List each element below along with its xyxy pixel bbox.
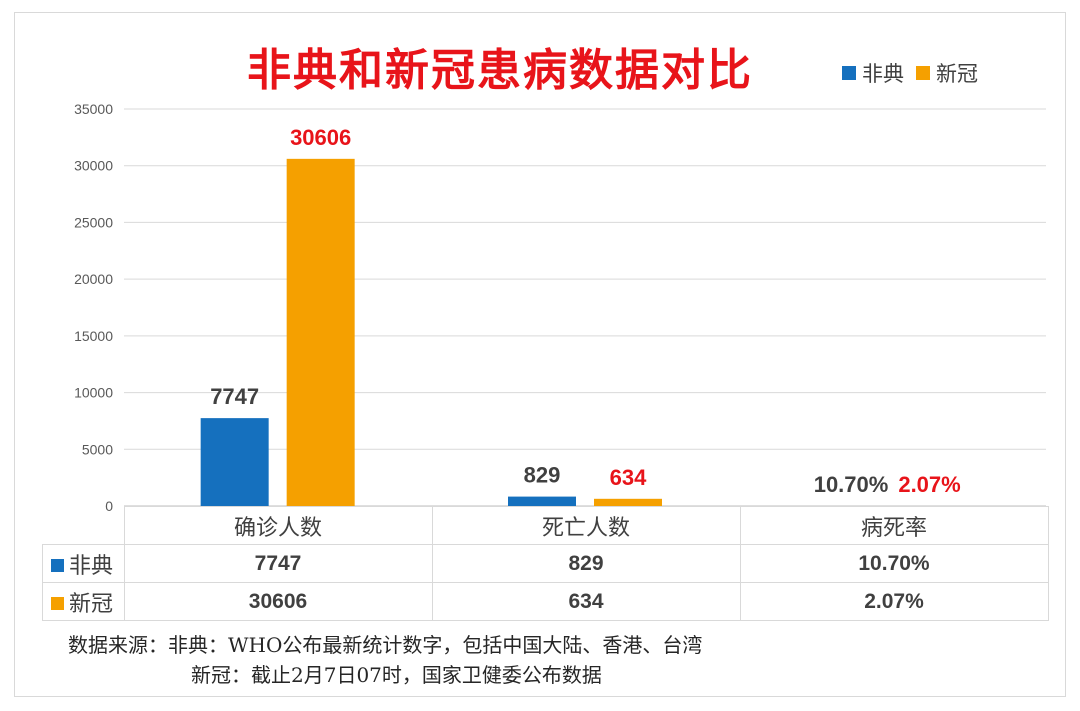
y-tick-label: 25000 xyxy=(74,214,113,230)
data-label-covid: 2.07% xyxy=(898,472,960,497)
source-line-2: 新冠：截止2月7日07时，国家卫健委公布数据 xyxy=(191,663,602,687)
y-tick-label: 30000 xyxy=(74,158,113,174)
data-label-covid: 30606 xyxy=(290,125,351,150)
table-corner-cell xyxy=(42,506,125,545)
data-source-note: 数据来源：非典：WHO公布最新统计数字，包括中国大陆、香港、台湾 新冠：截止2月… xyxy=(68,630,702,690)
bar-sars xyxy=(508,496,576,506)
table-row-name-covid: 新冠 xyxy=(69,591,114,617)
y-tick-label: 0 xyxy=(105,498,113,514)
table-header-deaths: 死亡人数 xyxy=(431,506,741,545)
legend-swatch-covid xyxy=(916,66,930,80)
table-row-name-sars: 非典 xyxy=(69,553,114,579)
data-table: 确诊人数 死亡人数 病死率 非典 7747 829 10.70% 新冠 3060… xyxy=(42,506,1049,621)
data-label-sars: 7747 xyxy=(210,384,259,409)
table-cell: 2.07% xyxy=(739,582,1049,621)
data-label-covid: 634 xyxy=(610,465,647,490)
table-swatch-sars xyxy=(51,558,64,572)
legend-item-sars: 非典 xyxy=(842,58,904,88)
chart-title: 非典和新冠患病数据对比 xyxy=(247,45,753,96)
table-cell: 10.70% xyxy=(739,544,1049,583)
y-tick-label: 15000 xyxy=(74,328,113,344)
source-line-1: 数据来源：非典：WHO公布最新统计数字，包括中国大陆、香港、台湾 xyxy=(68,633,703,657)
bar-covid xyxy=(286,158,355,506)
table-swatch-covid xyxy=(51,596,64,610)
data-label-sars: 829 xyxy=(524,463,561,488)
table-row-label-covid: 新冠 xyxy=(42,582,125,621)
table-header-confirmed: 确诊人数 xyxy=(123,506,433,545)
legend-swatch-sars xyxy=(842,66,856,80)
data-label-sars: 10.70% xyxy=(814,472,889,497)
table-cell: 7747 xyxy=(123,544,433,583)
table-cell: 829 xyxy=(431,544,741,583)
y-tick-label: 20000 xyxy=(74,271,113,287)
table-row-covid: 新冠 30606 634 2.07% xyxy=(42,582,1049,621)
y-tick-label: 5000 xyxy=(82,441,113,457)
legend: 非典 新冠 xyxy=(842,58,990,88)
bar-covid xyxy=(594,498,662,506)
legend-label-covid: 新冠 xyxy=(936,62,978,86)
table-header-row: 确诊人数 死亡人数 病死率 xyxy=(42,506,1049,545)
legend-label-sars: 非典 xyxy=(862,62,904,86)
y-tick-label: 10000 xyxy=(74,385,113,401)
table-cell: 30606 xyxy=(123,582,433,621)
y-tick-label: 35000 xyxy=(74,101,113,117)
table-row-label-sars: 非典 xyxy=(42,544,125,583)
table-header-fatality: 病死率 xyxy=(739,506,1049,545)
bar-sars xyxy=(200,418,269,506)
table-row-sars: 非典 7747 829 10.70% xyxy=(42,544,1049,583)
legend-item-covid: 新冠 xyxy=(916,58,978,88)
table-cell: 634 xyxy=(431,582,741,621)
